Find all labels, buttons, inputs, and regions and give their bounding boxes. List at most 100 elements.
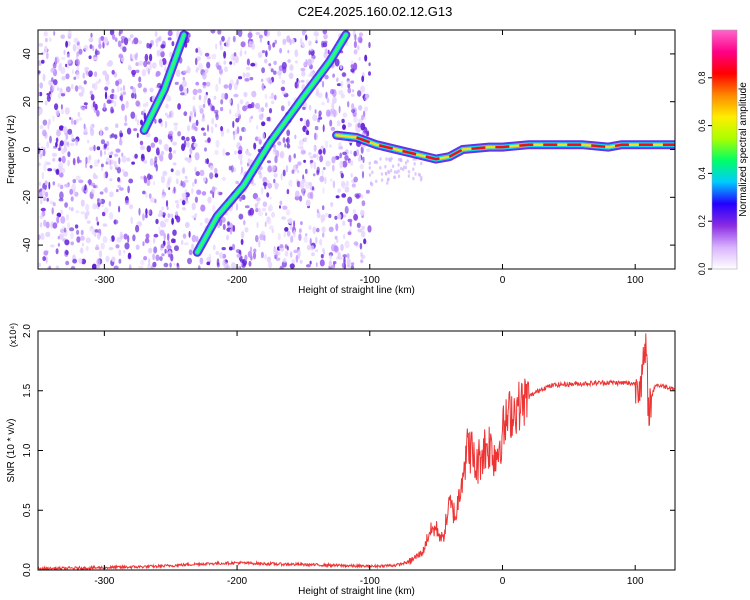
x-tick-label: 0 [500, 576, 506, 587]
noise-speck [143, 109, 146, 114]
noise-speck [265, 212, 268, 216]
noise-speck [171, 217, 175, 225]
noise-speck [214, 149, 219, 155]
noise-speck [131, 40, 134, 45]
noise-speck [255, 197, 261, 202]
noise-speck [339, 152, 343, 159]
noise-speck [261, 83, 265, 91]
noise-speck [138, 207, 141, 216]
noise-speck [88, 55, 92, 60]
noise-speck [100, 36, 105, 41]
noise-speck [59, 62, 63, 68]
noise-speck [246, 58, 250, 66]
noise-speck [195, 81, 199, 86]
noise-speck [267, 182, 273, 189]
noise-speck [93, 159, 99, 167]
noise-speck [133, 128, 138, 132]
noise-speck [279, 47, 283, 54]
noise-speck [181, 200, 186, 206]
noise-speck [154, 118, 157, 124]
noise-speck [64, 239, 70, 246]
noise-speck [75, 210, 80, 214]
noise-speck [300, 145, 304, 152]
noise-speck [330, 126, 336, 131]
noise-speck [60, 34, 65, 39]
noise-speck [89, 128, 95, 137]
noise-speck [331, 264, 335, 269]
noise-speck [89, 90, 93, 96]
noise-speck [60, 57, 66, 60]
noise-speck [195, 235, 199, 243]
noise-speck [158, 209, 163, 217]
noise-speck [85, 70, 89, 76]
noise-speck [207, 98, 211, 105]
noise-speck [138, 60, 144, 66]
noise-speck [361, 170, 365, 179]
noise-speck [166, 233, 170, 241]
noise-speck [118, 249, 122, 256]
noise-speck [39, 222, 43, 228]
noise-speck [51, 207, 54, 215]
noise-speck [86, 220, 91, 224]
noise-speck [93, 144, 96, 152]
noise-speck [96, 264, 101, 269]
noise-speck [99, 149, 103, 157]
colorbar-tick-label: 0.8 [697, 72, 707, 85]
noise-speck [59, 236, 63, 240]
noise-speck [117, 40, 122, 48]
noise-speck [135, 224, 140, 233]
noise-speck [258, 240, 261, 248]
noise-speck [197, 265, 201, 269]
noise-speck [94, 232, 97, 237]
noise-speck [346, 258, 351, 266]
noise-speck [121, 155, 127, 163]
noise-speck [282, 38, 287, 46]
noise-speck [206, 158, 210, 165]
noise-speck [165, 200, 169, 207]
noise-speck [347, 231, 352, 236]
noise-speck [279, 150, 285, 159]
noise-speck [60, 93, 66, 97]
noise-speck [65, 260, 70, 266]
noise-speck [120, 87, 123, 92]
noise-speck [286, 35, 291, 43]
noise-speck [109, 191, 114, 198]
noise-speck [79, 235, 85, 241]
noise-speck [299, 259, 303, 264]
noise-speck [353, 176, 359, 183]
noise-speck [386, 177, 390, 182]
noise-speck [386, 181, 389, 185]
noise-speck [282, 257, 287, 263]
noise-speck [212, 244, 216, 251]
noise-speck [91, 83, 96, 89]
noise-speck [114, 134, 118, 140]
noise-speck [250, 115, 254, 119]
noise-speck [183, 139, 187, 148]
noise-speck [156, 50, 161, 57]
noise-speck [233, 266, 238, 269]
noise-speck [315, 262, 318, 267]
noise-speck [255, 102, 260, 110]
noise-speck [322, 147, 326, 155]
noise-speck [366, 148, 371, 153]
noise-speck [357, 228, 363, 233]
y-axis-multiplier: (x10⁴) [8, 323, 18, 347]
y-tick-label: 2.0 [22, 324, 33, 338]
noise-speck [74, 191, 79, 197]
noise-speck [232, 225, 236, 232]
noise-speck [140, 175, 144, 180]
noise-speck [211, 186, 216, 194]
noise-speck [121, 103, 125, 112]
noise-speck [90, 225, 94, 230]
noise-speck [339, 64, 343, 70]
noise-speck [127, 185, 130, 194]
noise-speck [309, 155, 314, 159]
noise-speck [154, 156, 158, 163]
noise-speck [54, 103, 59, 111]
noise-speck [201, 118, 206, 122]
noise-speck [58, 125, 64, 131]
noise-speck [56, 129, 61, 137]
noise-speck [322, 205, 325, 211]
noise-speck [274, 94, 277, 101]
noise-speck [82, 72, 85, 79]
